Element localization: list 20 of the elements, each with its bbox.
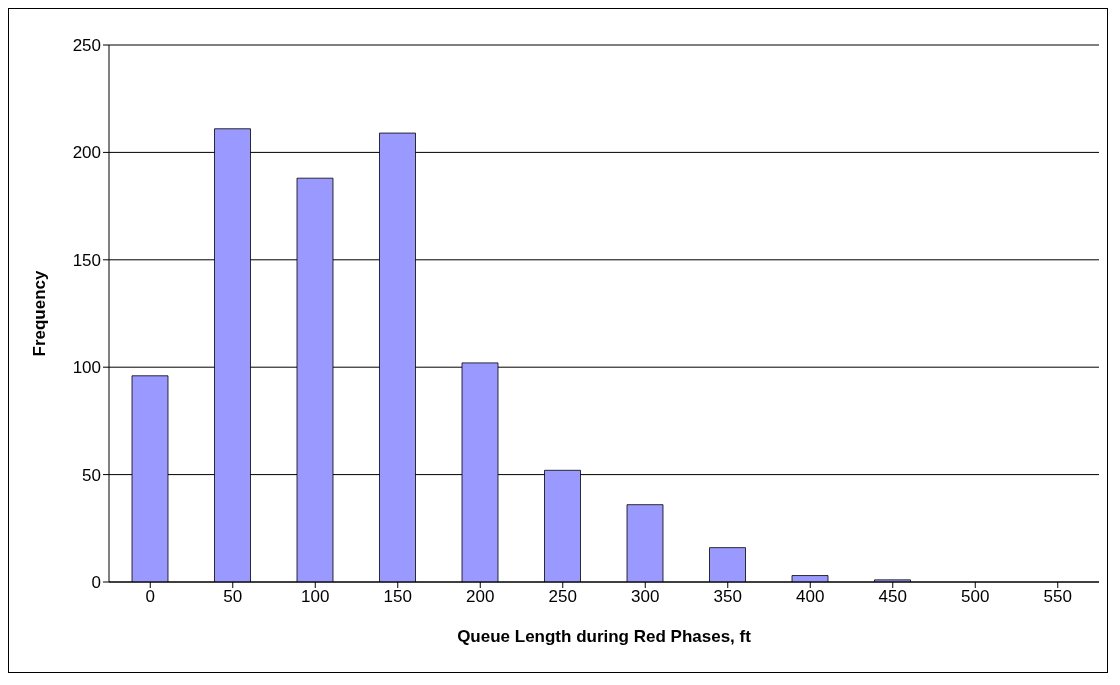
x-tick-label: 0 bbox=[145, 587, 155, 607]
y-tick-label: 200 bbox=[72, 143, 101, 163]
x-tick-label: 150 bbox=[383, 587, 412, 607]
x-tick-label: 450 bbox=[878, 587, 907, 607]
y-tick-label: 0 bbox=[91, 573, 101, 593]
x-tick-label: 50 bbox=[223, 587, 243, 607]
y-tick-label: 150 bbox=[72, 250, 101, 270]
x-axis-title: Queue Length during Red Phases, ft bbox=[457, 627, 752, 646]
y-tick-label: 50 bbox=[82, 465, 101, 485]
x-tick-label: 400 bbox=[796, 587, 825, 607]
x-tick-label: 200 bbox=[466, 587, 495, 607]
x-tick-label: 100 bbox=[301, 587, 330, 607]
y-axis-title: Frequency bbox=[30, 269, 50, 357]
y-tick-label: 250 bbox=[72, 36, 101, 56]
x-tick-label: 500 bbox=[961, 587, 990, 607]
x-tick-label: 250 bbox=[548, 587, 577, 607]
x-tick-label: 350 bbox=[713, 587, 742, 607]
y-tick-label: 100 bbox=[72, 358, 101, 378]
x-tick-label: 550 bbox=[1043, 587, 1072, 607]
x-tick-label: 300 bbox=[631, 587, 660, 607]
